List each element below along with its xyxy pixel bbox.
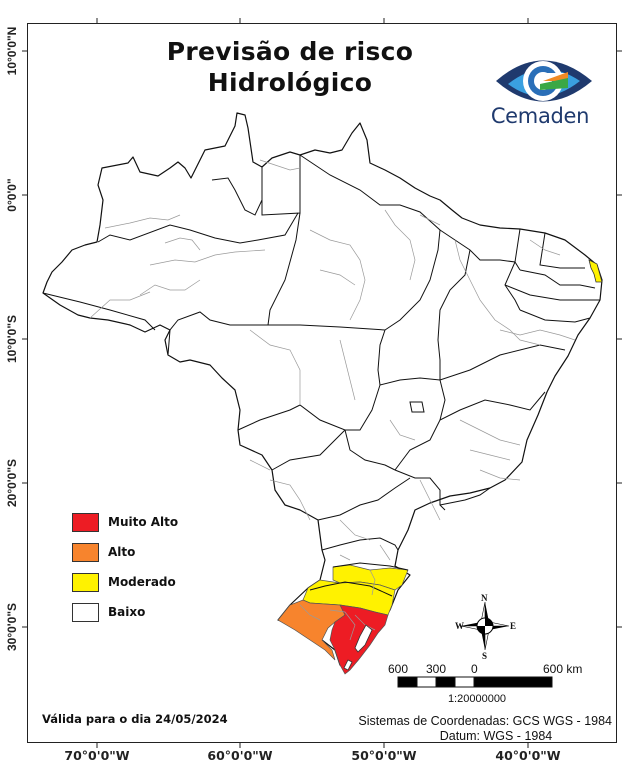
title-line-1: Previsão de risco	[166, 37, 414, 66]
coordinate-system: Sistemas de Coordenadas: GCS WGS - 1984 …	[340, 714, 612, 744]
legend-item-muito-alto: Muito Alto	[72, 507, 178, 537]
lat-label-20s: 20°0'0"S	[5, 458, 19, 508]
compass-rose-icon	[460, 601, 510, 651]
legend-item-baixo: Baixo	[72, 597, 178, 627]
datum-text: Datum: WGS - 1984	[439, 729, 553, 743]
map-frame	[27, 23, 617, 743]
compass-n: N	[481, 593, 488, 603]
compass-w: W	[455, 621, 464, 631]
eye-logo-icon	[496, 60, 592, 102]
legend-label: Alto	[108, 545, 136, 559]
crs-text: Sistemas de Coordenadas: GCS WGS - 1984	[358, 714, 612, 728]
lon-label-50w: 50°0'0"W	[351, 748, 417, 763]
rn-moderado-strip	[588, 259, 603, 283]
region-alto-rs-west	[277, 599, 346, 661]
legend-swatch-alto	[72, 542, 99, 562]
legend-label: Baixo	[108, 605, 146, 619]
lat-label-10n: 10°0'0"N	[5, 26, 19, 76]
valid-date: Válida para o dia 24/05/2024	[42, 712, 228, 726]
scale-label-600-km: 600 km	[543, 662, 583, 676]
state-borders	[42, 154, 600, 597]
brazil-outline	[42, 112, 603, 673]
legend-label: Muito Alto	[108, 515, 179, 529]
legend-label: Moderado	[108, 575, 176, 589]
mesoregion-borders	[89, 159, 576, 641]
graticule-ticks	[22, 18, 622, 748]
map-title: Previsão de risco Hidrológico	[150, 36, 430, 98]
title-line-2: Hidrológico	[207, 68, 373, 97]
legend: Muito Alto Alto Moderado Baixo	[72, 507, 178, 627]
lon-label-40w: 40°0'0"W	[495, 748, 561, 763]
compass-e: E	[510, 621, 517, 631]
logo-text: Cemaden	[490, 104, 590, 128]
scale-ratio: 1:20000000	[447, 693, 507, 705]
scale-label-600-left: 600	[388, 662, 409, 676]
legend-swatch-baixo	[72, 602, 99, 622]
lon-label-70w: 70°0'0"W	[64, 748, 130, 763]
lagoa-mirim	[343, 659, 353, 671]
legend-item-alto: Alto	[72, 537, 178, 567]
scale-label-0: 0	[471, 662, 478, 676]
legend-swatch-moderado	[72, 572, 99, 592]
lagoa-dos-patos	[354, 624, 373, 653]
scale-label-300: 300	[426, 662, 447, 676]
lon-label-60w: 60°0'0"W	[207, 748, 273, 763]
legend-swatch-muito-alto	[72, 512, 99, 532]
lat-label-10s: 10°0'0"S	[5, 314, 19, 364]
scale-bar	[397, 676, 553, 688]
lat-label-0: 0°0'0"	[5, 178, 19, 212]
legend-item-moderado: Moderado	[72, 567, 178, 597]
compass-s: S	[482, 651, 488, 661]
lat-label-30s: 30°0'0"S	[5, 602, 19, 652]
